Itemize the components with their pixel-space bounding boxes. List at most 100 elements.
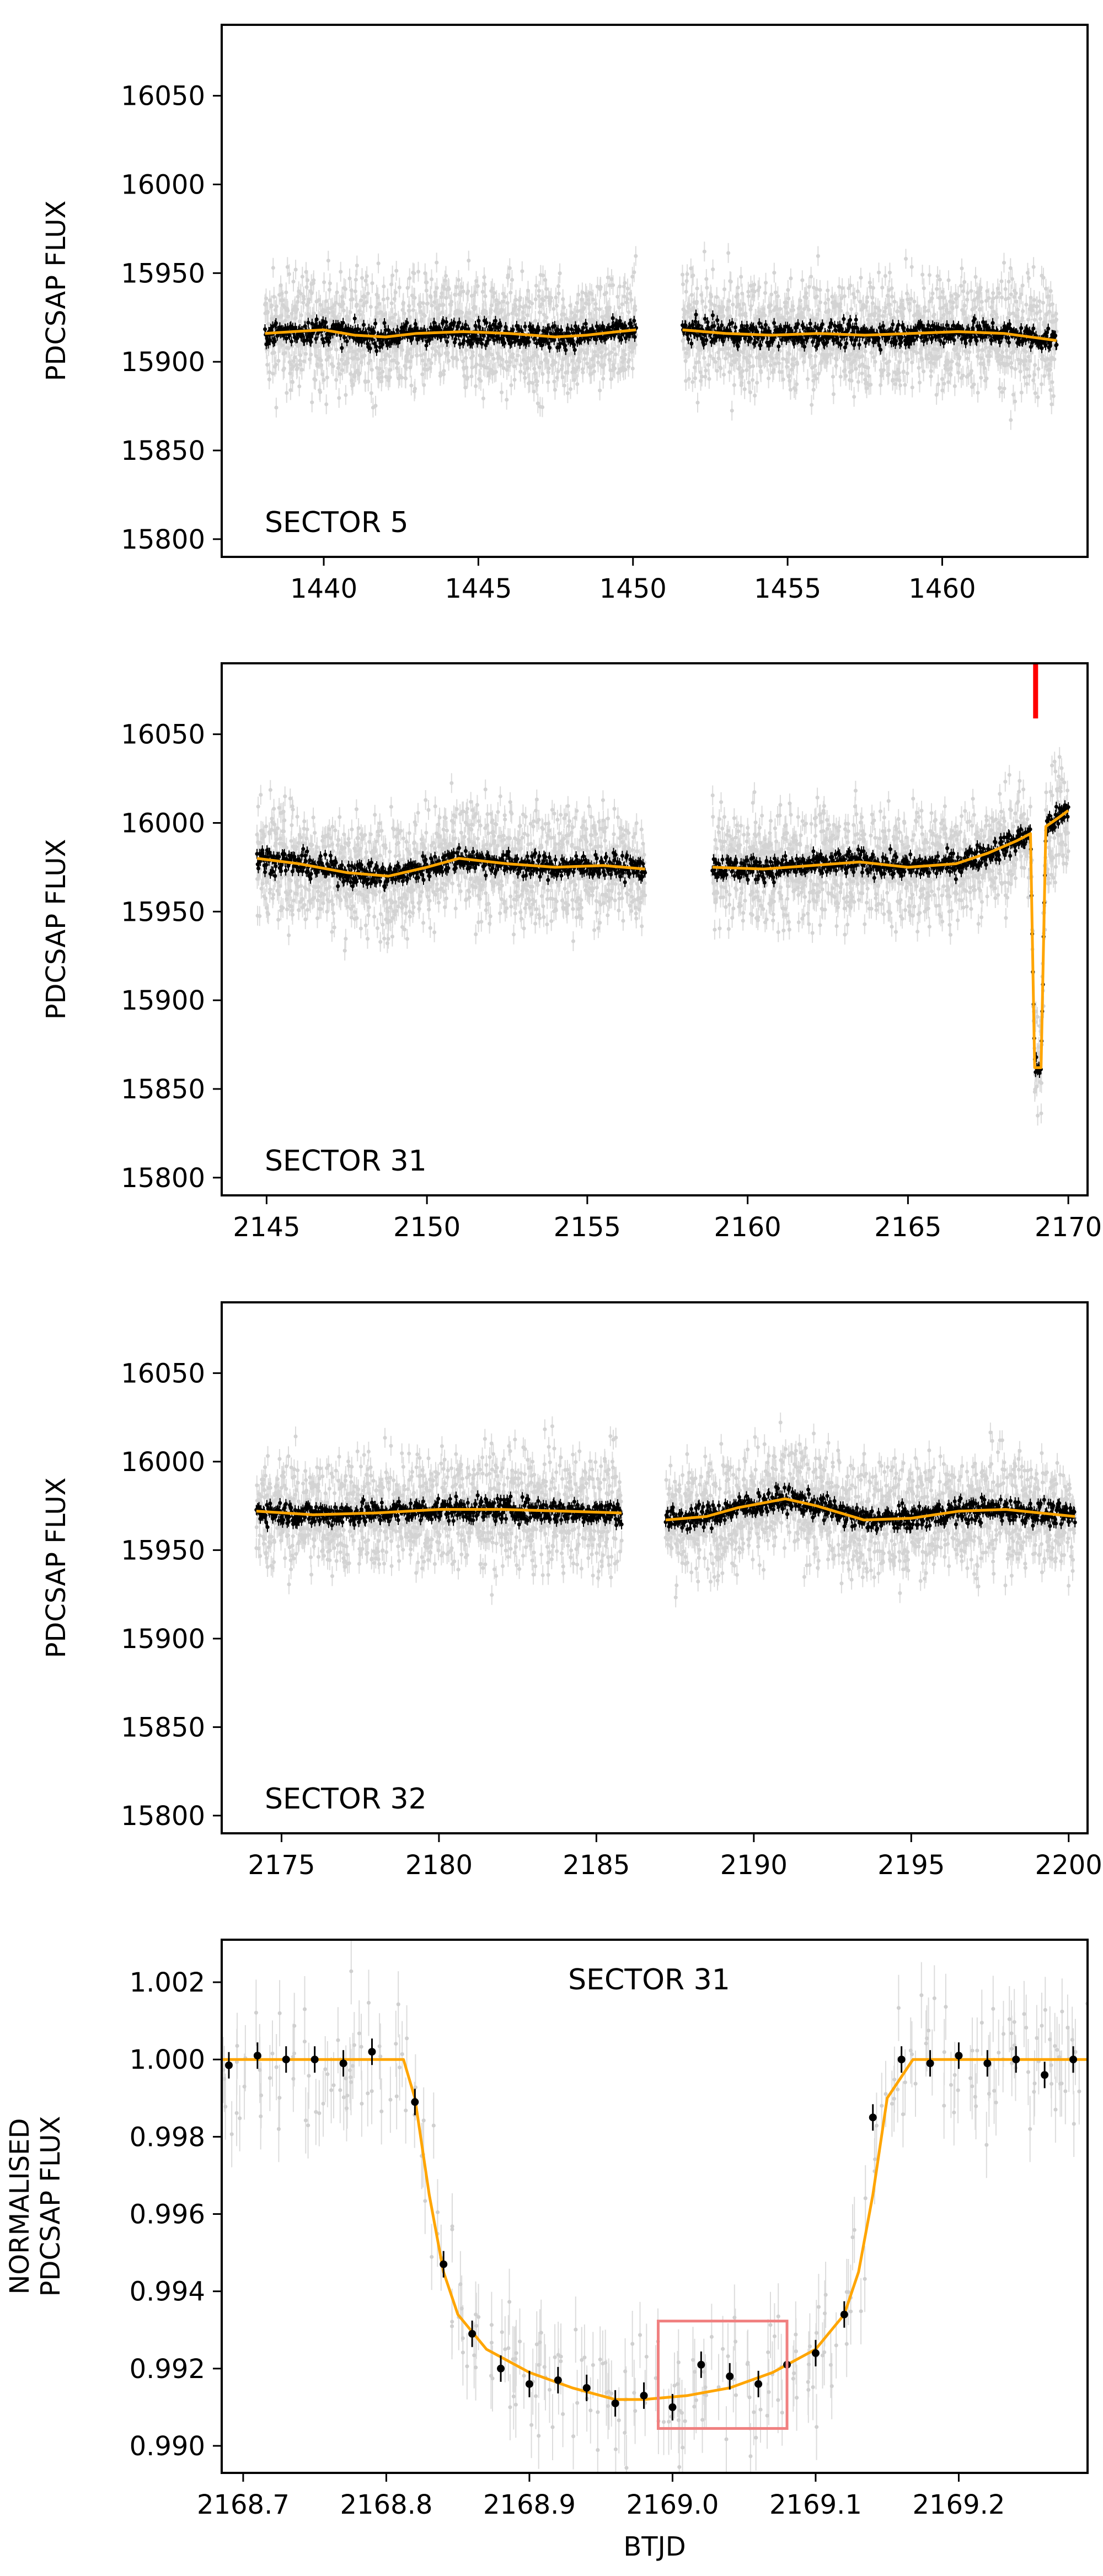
y-tick-label: 15800: [121, 1163, 205, 1194]
binned-point: [611, 2399, 619, 2407]
model-line-segment-2: [712, 809, 1069, 1069]
raw-flux-markers: [663, 1420, 1077, 1600]
binned-point: [554, 2376, 562, 2384]
sector-label: SECTOR 31: [568, 1963, 730, 1997]
y-tick-label: 0.992: [130, 2354, 205, 2385]
x-tick-label: 2200: [1035, 1850, 1102, 1881]
y-tick-label: 1.002: [130, 1967, 205, 1998]
sector-label: SECTOR 5: [265, 506, 409, 539]
binned-point: [869, 2113, 877, 2122]
y-axis-title-line: PDCSAP FLUX: [35, 2116, 66, 2297]
panel-sector-31-transit: 2168.7 2168.8 2168.9 2169.0 2169.1 2169.2 0.99…: [4, 1939, 1089, 2562]
binned-point: [897, 2056, 906, 2064]
panel-sector-31: 2145 2150 2155 2160 2165 21701580015850159001…: [41, 662, 1102, 1243]
y-axis: 15800 15850 15900 15950 16000 16050: [121, 1358, 222, 1832]
y-tick-label: 15950: [121, 258, 205, 289]
binned-point: [224, 2061, 233, 2069]
y-tick-label: 16000: [121, 1447, 205, 1478]
x-axis: 2145 2150 2155 2160 2165 2170: [233, 1195, 1102, 1243]
x-tick-label: 1455: [754, 573, 821, 604]
y-tick-label: 0.998: [130, 2122, 205, 2153]
y-axis-title: PDCSAP FLUX: [41, 839, 72, 1020]
model-line-segment-2: [665, 1497, 1075, 1522]
x-tick-label: 1440: [290, 573, 357, 604]
binned-point: [411, 2098, 419, 2106]
x-axis-title: BTJD: [623, 2531, 686, 2562]
panel-sector-32: 2175 2180 2185 2190 2195 22001580015850159001…: [41, 1301, 1102, 1881]
x-tick-label: 1460: [908, 573, 976, 604]
x-axis: 2175 2180 2185 2190 2195 2200: [248, 1833, 1102, 1881]
y-tick-label: 16000: [121, 170, 205, 201]
binned-point: [926, 2059, 934, 2068]
binned-point: [697, 2360, 705, 2369]
binned-point: [668, 2403, 677, 2411]
axes-frame: [221, 24, 1089, 558]
model-line-segment-1: [256, 1508, 622, 1516]
y-tick-label: 16050: [121, 720, 205, 750]
raw-flux-markers: [263, 254, 638, 410]
plot-area: [222, 1940, 1088, 2473]
model-line-segment-1: [256, 857, 645, 878]
x-tick-label: 2185: [563, 1850, 630, 1881]
binned-point: [1041, 2071, 1049, 2079]
x-tick-label: 2175: [248, 1850, 315, 1881]
x-tick-label: 2160: [714, 1212, 781, 1243]
binned-point: [497, 2364, 505, 2373]
y-tick-label: 16000: [121, 808, 205, 839]
binned-point: [1012, 2056, 1020, 2064]
binned-flux-points: [224, 2038, 1078, 2421]
plot-area: [263, 242, 1059, 430]
raw-flux-points: [222, 1940, 1088, 2473]
x-tick-label: 2190: [720, 1850, 788, 1881]
y-tick-label: 16050: [121, 81, 205, 112]
binned-point: [726, 2372, 734, 2380]
y-axis-title: PDCSAP FLUX: [41, 201, 72, 382]
y-tick-label: 0.996: [130, 2199, 205, 2230]
binned-point: [955, 2052, 963, 2060]
binned-point: [811, 2349, 820, 2357]
binned-point: [582, 2384, 591, 2392]
x-axis: 2168.7 2168.8 2168.9 2169.0 2169.1 2169.2: [197, 2473, 1005, 2520]
binned-point: [840, 2310, 848, 2319]
y-tick-label: 15800: [121, 1801, 205, 1832]
sector-label: SECTOR 31: [265, 1145, 427, 1178]
axes-frame: [221, 1301, 1089, 1834]
x-axis: 1440 1445 1450 1455 1460: [290, 557, 976, 604]
y-tick-label: 15950: [121, 897, 205, 927]
x-tick-label: 2145: [233, 1212, 300, 1243]
y-tick-label: 15900: [121, 1624, 205, 1655]
y-axis: 15800 15850 15900 15950 16000 16050: [121, 81, 222, 555]
binned-point: [525, 2380, 533, 2388]
y-tick-label: 1.000: [130, 2044, 205, 2075]
x-tick-label: 2150: [393, 1212, 461, 1243]
plot-area: [254, 1412, 1077, 1608]
x-tick-label: 1445: [445, 573, 512, 604]
x-tick-label: 2169.2: [912, 2489, 1005, 2520]
y-tick-label: 15850: [121, 1074, 205, 1105]
binned-point: [282, 2056, 290, 2064]
model-line-segment-1: [265, 328, 636, 339]
binned-point: [640, 2391, 648, 2400]
binned-flux-markers: [255, 846, 647, 889]
x-tick-label: 2165: [874, 1212, 941, 1243]
binned-point: [310, 2056, 319, 2064]
y-axis-title-line: NORMALISED: [4, 2118, 35, 2295]
y-axis: 15800 15850 15900 15950 16000 16050: [121, 720, 222, 1194]
highlight-box: [656, 2320, 789, 2430]
panels: 1440 1445 1450 1455 1460 15800 15850 15900 15950…: [4, 24, 1102, 2562]
binned-point: [1069, 2056, 1078, 2064]
x-tick-label: 2195: [877, 1850, 945, 1881]
y-tick-label: 15900: [121, 985, 205, 1016]
x-tick-label: 2168.9: [483, 2489, 576, 2520]
axes-frame: [221, 1939, 1089, 2474]
sector-label: SECTOR 32: [265, 1783, 427, 1816]
binned-point: [368, 2048, 376, 2056]
x-tick-label: 2169.0: [626, 2489, 719, 2520]
panel-sector-5: 1440 1445 1450 1455 1460 15800 15850 15900 15950…: [41, 24, 1089, 604]
x-tick-label: 2169.1: [769, 2489, 862, 2520]
x-tick-label: 2168.7: [197, 2489, 290, 2520]
binned-point: [983, 2059, 992, 2068]
binned-point: [253, 2052, 261, 2060]
y-axis-title: PDCSAP FLUX: [41, 1478, 72, 1659]
binned-point: [468, 2330, 476, 2338]
